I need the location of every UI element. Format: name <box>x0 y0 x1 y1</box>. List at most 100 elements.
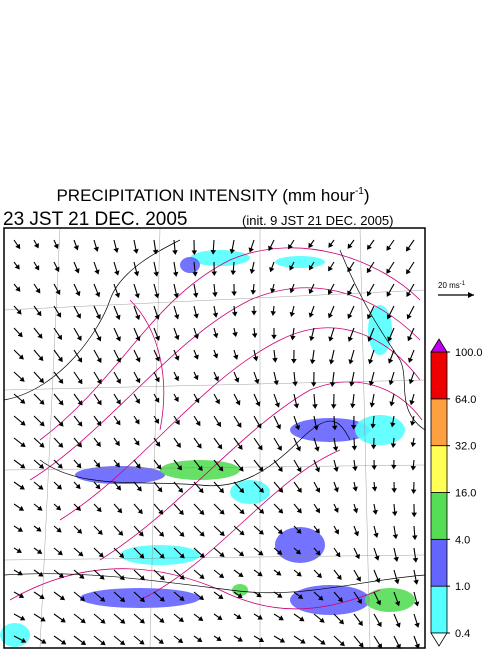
wind-vector <box>253 459 264 472</box>
wind-vector <box>93 481 101 490</box>
wind-vector <box>53 591 66 601</box>
wind-vector <box>273 547 283 555</box>
wind-vector <box>370 415 376 429</box>
wind-vector <box>309 261 315 271</box>
wind-vector <box>327 283 335 295</box>
wind-vector <box>406 261 415 275</box>
colorbar-segment <box>430 538 448 587</box>
wind-vector <box>13 613 26 621</box>
precip-patch <box>275 256 325 268</box>
wind-vector <box>73 327 82 341</box>
wind-vector <box>413 569 419 585</box>
wind-vector <box>233 569 244 578</box>
wind-vector <box>73 591 86 602</box>
wind-vector <box>253 569 263 577</box>
wind-vector <box>213 613 223 621</box>
wind-vector <box>233 349 239 360</box>
wind-vector <box>193 481 204 494</box>
wind-vector <box>193 569 205 579</box>
wind-vector <box>93 635 106 646</box>
wind-vector <box>193 349 199 360</box>
wind-vector <box>13 569 23 576</box>
colorbar-tick-label: 4.0 <box>455 534 470 546</box>
wind-vector <box>212 283 218 298</box>
wind-vector <box>133 305 141 321</box>
wind-vector <box>113 327 121 342</box>
colorbar-segment <box>430 492 448 540</box>
wind-vector <box>113 569 125 581</box>
wind-vector <box>153 305 160 320</box>
wind-vector <box>73 613 86 624</box>
wind-vector <box>113 591 126 603</box>
wind-vector <box>293 547 301 555</box>
graticule-line <box>3 227 426 649</box>
wind-vector <box>289 261 295 271</box>
wind-vector <box>330 393 337 409</box>
wind-vector <box>349 371 355 387</box>
wind-vector <box>153 393 160 403</box>
wind-vector <box>13 305 22 315</box>
wind-vector <box>13 283 21 292</box>
wind-vector <box>113 393 121 405</box>
wind-vector <box>73 437 82 448</box>
wind-vector <box>313 591 324 601</box>
wind-vector <box>388 371 395 386</box>
wind-vector <box>390 415 396 428</box>
precip-patch <box>355 415 405 445</box>
wind-vector <box>173 371 180 382</box>
contour <box>129 299 165 431</box>
wind-vector <box>410 481 417 495</box>
wind-vector <box>313 459 320 473</box>
wind-vector <box>173 283 179 299</box>
wind-vector <box>93 239 99 252</box>
map-frame <box>3 227 426 649</box>
wind-vector <box>410 459 417 471</box>
wind-vector <box>333 613 345 625</box>
wind-vector <box>231 283 237 297</box>
wind-vector <box>313 525 320 534</box>
colorbar-tick-label: 0.4 <box>455 628 470 640</box>
wind-vector <box>392 525 399 540</box>
wind-vector <box>352 459 358 472</box>
wind-vector <box>252 349 259 362</box>
wind-vector <box>393 635 401 649</box>
wind-vector <box>133 239 139 254</box>
wind-vector <box>293 613 305 622</box>
wind-vector <box>230 261 237 276</box>
wind-vector <box>293 525 302 534</box>
wind-vector <box>273 613 284 621</box>
wind-vector <box>73 283 81 297</box>
wind-vector <box>33 371 44 384</box>
wind-vector <box>173 437 181 448</box>
wind-vector <box>73 569 85 579</box>
wind-vector <box>393 569 400 585</box>
precip-patch <box>290 418 370 442</box>
wind-vector <box>53 503 62 511</box>
wind-vector <box>233 635 243 642</box>
wind-vector <box>405 239 415 252</box>
wind-vector <box>248 239 255 253</box>
wind-vector <box>289 305 295 317</box>
wind-vector <box>213 371 219 382</box>
wind-vector <box>113 635 126 646</box>
wind-vector <box>292 371 298 387</box>
coastline <box>3 239 181 401</box>
wind-vector <box>113 459 120 468</box>
wind-vector <box>293 393 300 409</box>
wind-vector <box>268 239 275 252</box>
wind-vector <box>13 459 26 469</box>
wind-vector <box>328 239 335 248</box>
wind-vector <box>93 327 102 342</box>
colorbar-tick-label: 100.0 <box>455 347 483 359</box>
wind-vector <box>313 481 321 493</box>
map <box>0 227 426 649</box>
colorbar-tick-label: 32.0 <box>455 441 476 453</box>
wind-vector <box>193 613 204 622</box>
wind-vector <box>13 349 24 360</box>
wind-vector <box>133 547 145 559</box>
wind-vector <box>353 591 362 604</box>
wind-vector <box>53 371 64 384</box>
wind-vector <box>133 503 143 515</box>
wind-vector <box>93 437 101 447</box>
wind-vector <box>153 415 159 424</box>
